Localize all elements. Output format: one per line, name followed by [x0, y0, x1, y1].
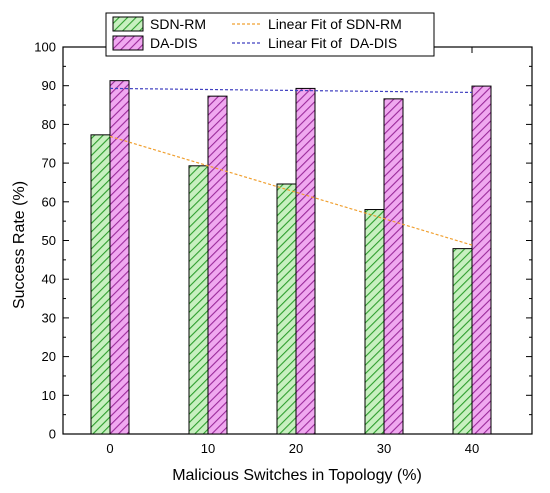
fit-lines-group — [109, 87, 473, 246]
legend-swatch — [112, 35, 144, 51]
legend-fit-label: Linear Fit of SDN-RM — [268, 16, 402, 32]
bar-sdn-rm — [188, 165, 209, 435]
y-tick-label: 80 — [42, 117, 56, 132]
bar-da-dis — [383, 98, 404, 435]
fit-line-linear-fit-of-sdn-rm — [109, 135, 473, 246]
y-tick-label: 10 — [42, 388, 56, 403]
y-axis-ticks: 0 10 20 30 40 50 60 70 80 90 100 — [34, 40, 532, 442]
bars-group — [90, 80, 492, 435]
legend-label: DA-DIS — [150, 35, 197, 51]
bar-sdn-rm — [276, 183, 297, 435]
fit-line-linear-fit-of-da-dis — [109, 87, 473, 94]
bar-sdn-rm — [90, 134, 111, 435]
x-tick-label: 30 — [377, 441, 391, 456]
y-tick-label: 70 — [42, 156, 56, 171]
x-tick-label: 20 — [289, 441, 303, 456]
y-tick-label: 50 — [42, 233, 56, 248]
bar-sdn-rm — [452, 248, 473, 435]
y-tick-label: 20 — [42, 349, 56, 364]
y-tick-label: 40 — [42, 272, 56, 287]
x-tick-label: 40 — [465, 441, 479, 456]
bar-da-dis — [471, 85, 492, 435]
y-tick-label: 90 — [42, 78, 56, 93]
legend-fit-label: Linear Fit of DA-DIS — [268, 35, 397, 51]
y-tick-label: 0 — [49, 427, 56, 442]
legend: SDN-RM DA-DIS Linear Fit of SDN-RM Linear F… — [105, 12, 435, 57]
y-tick-label: 30 — [42, 310, 56, 325]
x-axis-label: Malicious Switches in Topology (%) — [172, 467, 422, 484]
bar-da-dis — [295, 87, 316, 435]
legend-box — [105, 12, 435, 57]
y-tick-label: 60 — [42, 194, 56, 209]
y-axis-label: Success Rate (%) — [11, 181, 28, 309]
legend-swatch — [112, 16, 144, 32]
bar-da-dis — [207, 95, 228, 435]
x-tick-label: 10 — [201, 441, 215, 456]
legend-label: SDN-RM — [150, 16, 206, 32]
x-tick-label: 0 — [106, 441, 113, 456]
y-tick-label: 100 — [34, 40, 56, 55]
bar-sdn-rm — [364, 209, 385, 435]
bar-da-dis — [109, 80, 130, 435]
